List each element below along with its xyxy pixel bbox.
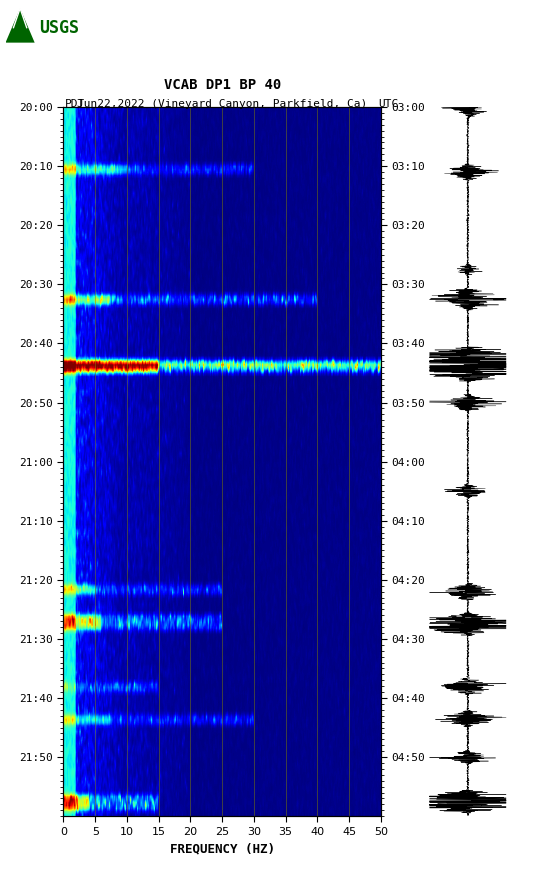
Text: Jun22,2022 (Vineyard Canyon, Parkfield, Ca): Jun22,2022 (Vineyard Canyon, Parkfield, … — [77, 99, 367, 109]
Text: VCAB DP1 BP 40: VCAB DP1 BP 40 — [163, 78, 281, 92]
Polygon shape — [6, 8, 35, 43]
Text: PDT: PDT — [65, 99, 86, 109]
Text: UTC: UTC — [378, 99, 399, 109]
X-axis label: FREQUENCY (HZ): FREQUENCY (HZ) — [169, 842, 275, 855]
Text: USGS: USGS — [39, 19, 78, 37]
